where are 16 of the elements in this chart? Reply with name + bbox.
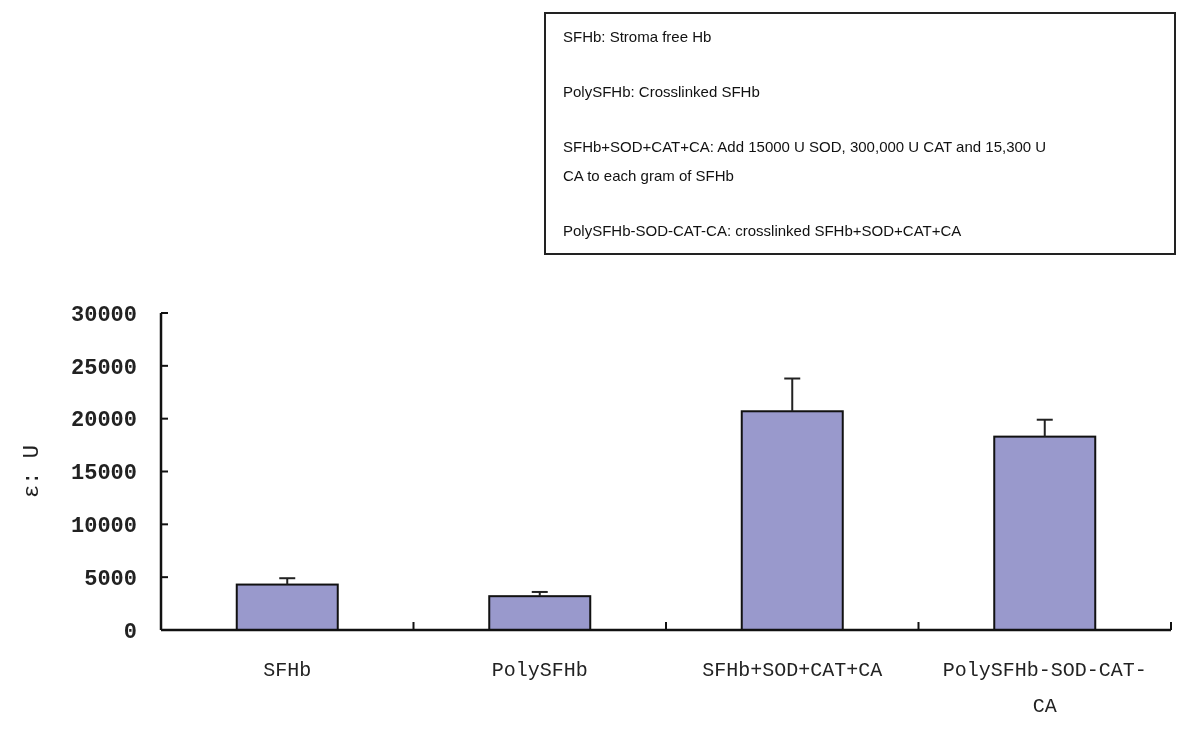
x-tick-label: SFHb+SOD+CAT+CA: [702, 659, 883, 682]
y-tick-label: 30000: [70, 302, 137, 328]
y-tick-label: 10000: [70, 514, 137, 540]
x-tick-label: PolySFHb-SOD-CAT-CA: [942, 659, 1147, 718]
y-tick-label: 5000: [84, 566, 137, 592]
y-tick-label: 25000: [70, 355, 137, 381]
y-tick-label: 15000: [70, 461, 137, 487]
y-tick-label: 20000: [70, 408, 137, 434]
text: SFHb+SOD+CAT+CA: Add 15000 U SOD, 300,000 U CAT and 15,300 U CA to each gram of SFHb: [563, 138, 1047, 184]
text: PolySFHb: Crosslinked SFHb: [563, 83, 760, 100]
y-tick-label: 0: [123, 619, 137, 645]
text: PolySFHb-SOD-CAT-CA: crosslinked SFHb+SOD+CAT+CA: [563, 222, 962, 239]
text: SFHb: Stroma free Hb: [563, 28, 712, 45]
y-axis-title: ε: U: [20, 445, 45, 498]
x-tick-label: SFHb: [263, 659, 312, 682]
x-tick-label: PolySFHb: [491, 659, 588, 682]
